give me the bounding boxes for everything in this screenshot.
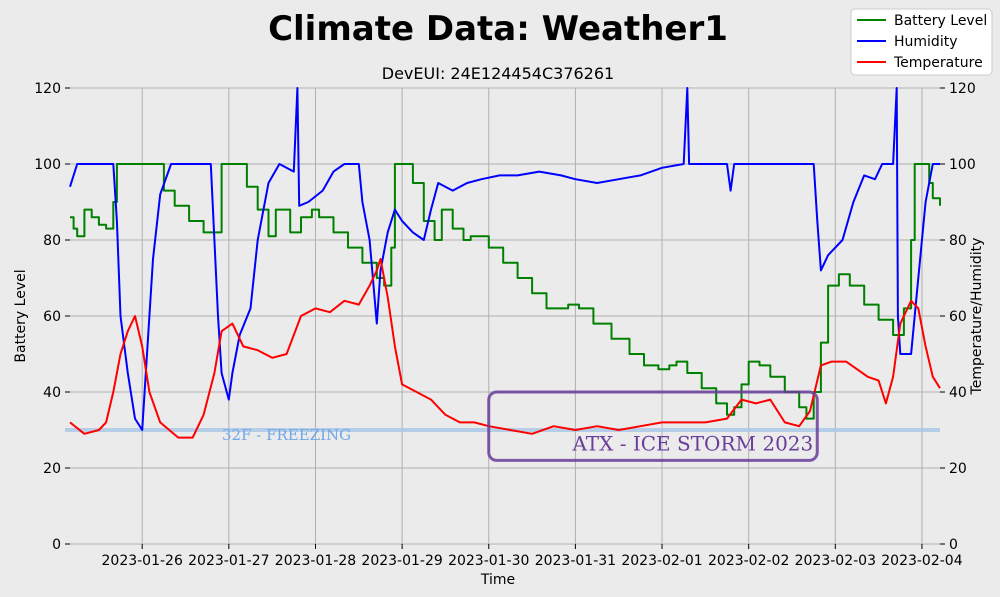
series-lines [69,87,941,439]
x-tick-label: 2023-01-31 [535,553,616,569]
chart-title: Climate Data: Weather1 [268,9,728,49]
freezing-label: 32F - FREEZING [222,426,351,444]
series-humidity-line [69,87,940,431]
x-tick-label: 2023-02-04 [881,553,962,569]
y-tick-label-left: 120 [34,81,61,97]
legend-label: Humidity [894,34,957,50]
x-tick-label: 2023-01-28 [275,553,356,569]
y-tick-label-right: 40 [949,385,967,401]
y-axis-left-label: Battery Level [13,269,29,362]
x-tick-label: 2023-02-02 [708,553,789,569]
x-axis-ticks: 2023-01-26 2023-01-27 2023-01-28 2023-01-29… [102,544,963,569]
y-tick-label-left: 80 [43,233,61,249]
freezing-reference: 32F - FREEZING [65,426,940,444]
legend-label: Temperature [893,55,983,71]
y-tick-label-right: 120 [949,81,976,97]
ice-storm-box [487,390,819,462]
y-tick-label-right: 60 [949,309,967,325]
y-tick-label-right: 20 [949,461,967,477]
y-tick-label-left: 40 [43,385,61,401]
legend: Battery Level Humidity Temperature [850,8,993,76]
x-tick-label: 2023-02-01 [621,553,702,569]
x-tick-label: 2023-01-30 [448,553,529,569]
series-temperature-line [69,258,941,439]
y-tick-label-right: 0 [949,537,958,553]
x-tick-label: 2023-02-03 [795,553,876,569]
y-tick-label-left: 60 [43,309,61,325]
chart-subtitle: DevEUI: 24E124454C376261 [382,64,614,83]
y-axis-left-ticks: 0 20 40 60 80 100 120 [34,81,70,553]
x-tick-label: 2023-01-27 [188,553,269,569]
y-tick-label-right: 80 [949,233,967,249]
x-tick-label: 2023-01-29 [361,553,442,569]
legend-box [850,8,993,76]
y-tick-label-left: 0 [52,537,61,553]
y-tick-label-left: 100 [34,157,61,173]
legend-label: Battery Level [894,13,987,29]
y-tick-label-right: 100 [949,157,976,173]
y-tick-label-left: 20 [43,461,61,477]
ice-storm-annotation: ATX - ICE STORM 2023 [487,390,819,462]
x-axis-label: Time [480,572,515,588]
ice-storm-label: ATX - ICE STORM 2023 [571,431,813,455]
x-tick-label: 2023-01-26 [102,553,183,569]
series-battery-level-line [70,163,941,420]
y-axis-right-label: Temperature/Humidity [969,238,985,396]
y-axis-right-ticks: 0 20 40 60 80 100 120 [940,81,976,553]
